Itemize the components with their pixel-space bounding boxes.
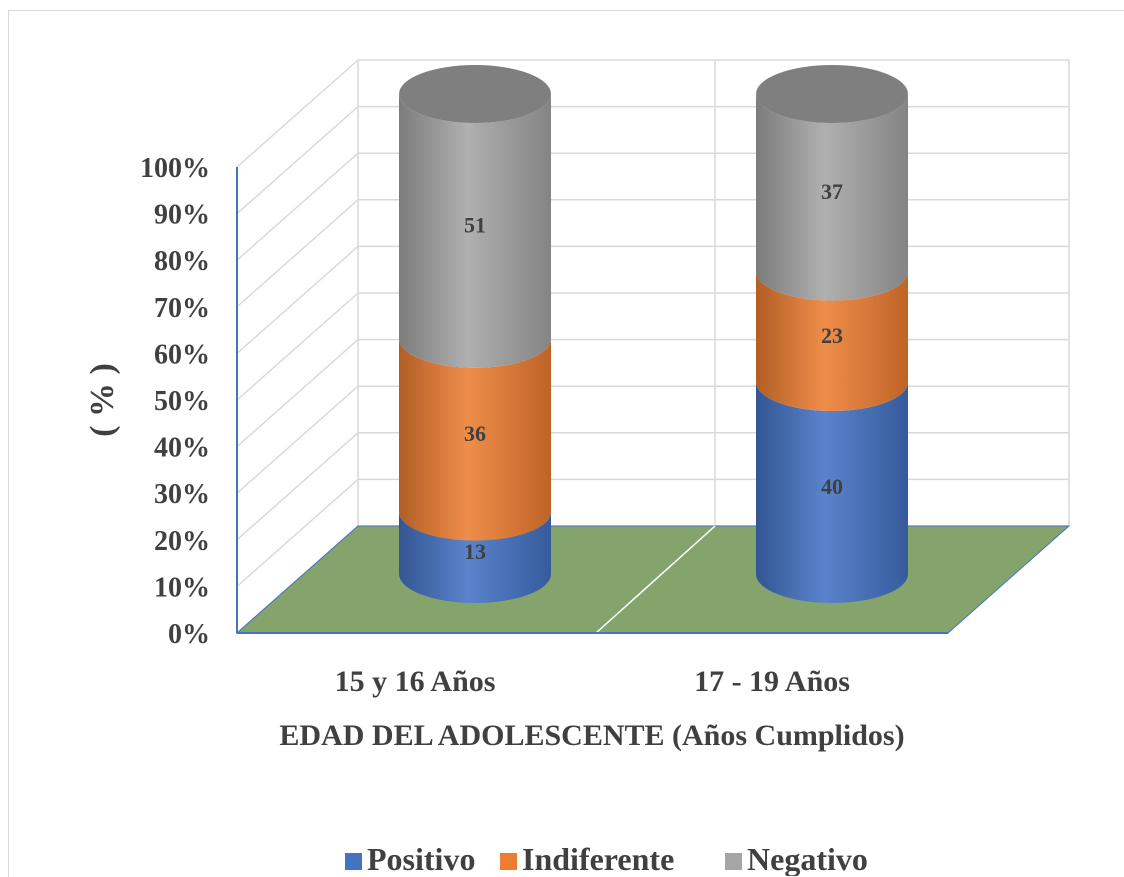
data-label: 51 — [464, 212, 486, 237]
legend-label-negativo: Negativo — [747, 841, 868, 876]
side-wall-gridline — [236, 152, 359, 261]
chart-bars: 13 36 51 40 23 37 — [399, 65, 908, 603]
bar-segment-negativo — [399, 94, 551, 368]
data-label: 37 — [821, 179, 843, 204]
x-axis-title: EDAD DEL ADOLESCENTE (Años Cumplidos) — [279, 719, 904, 752]
floor-gridline — [595, 525, 716, 634]
cylinder-top — [399, 65, 551, 123]
side-wall-gridline — [236, 199, 359, 308]
legend-label-positivo: Positivo — [367, 841, 475, 876]
y-tick-label: 80% — [154, 246, 210, 277]
y-tick-label: 40% — [154, 433, 210, 464]
data-label: 40 — [821, 474, 843, 499]
y-tick-label: 70% — [154, 293, 210, 324]
x-category-label: 17 - 19 Años — [694, 665, 850, 698]
side-wall-gridline — [236, 292, 359, 401]
y-tick-label: 90% — [154, 200, 210, 231]
y-tick-label: 60% — [154, 339, 210, 370]
y-tick-label: 0% — [168, 619, 210, 650]
bar-segment-indiferente — [756, 271, 908, 411]
legend-label-indiferente: Indiferente — [522, 841, 674, 876]
bar-segment-indiferente — [399, 338, 551, 541]
y-tick-label: 50% — [154, 386, 210, 417]
chart-frame — [8, 10, 1124, 877]
data-label: 13 — [464, 539, 486, 564]
x-axis-categories: 15 y 16 Años 17 - 19 Años — [335, 665, 850, 698]
legend-swatch-indiferente — [500, 853, 517, 870]
y-tick-label: 100% — [140, 153, 210, 184]
legend-swatch-positivo — [345, 853, 362, 870]
side-wall-gridline — [236, 478, 359, 587]
side-wall-gridline — [236, 245, 359, 354]
y-tick-label: 10% — [154, 572, 210, 603]
y-axis-title: ( % ) — [84, 363, 121, 437]
side-wall-gridline — [236, 385, 359, 494]
y-axis-ticks: 0% 10% 20% 30% 40% 50% 60% 70% 80% 90% 100% — [140, 153, 210, 650]
side-wall-gridline — [236, 432, 359, 541]
side-wall-gridline — [236, 106, 359, 215]
side-wall-gridline — [236, 59, 359, 168]
bar-segment-positivo — [756, 382, 908, 603]
legend-swatch-negativo — [725, 853, 742, 870]
bar-segment-negativo — [756, 94, 908, 301]
y-tick-label: 30% — [154, 479, 210, 510]
legend: Positivo Indiferente Negativo — [345, 841, 868, 876]
bar-segment-positivo — [399, 511, 551, 603]
data-label: 23 — [821, 323, 843, 348]
x-category-label: 15 y 16 Años — [335, 665, 496, 698]
data-label: 36 — [464, 421, 486, 446]
chart-floor — [235, 167, 1071, 634]
y-tick-label: 20% — [154, 526, 210, 557]
floor-plane — [235, 525, 1071, 634]
cylinder-top — [756, 65, 908, 123]
side-wall-gridline — [236, 339, 359, 448]
